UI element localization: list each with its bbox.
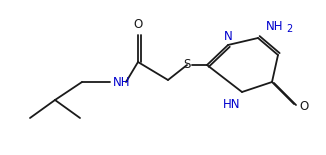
Text: O: O [133, 18, 143, 31]
Text: 2: 2 [286, 24, 292, 34]
Text: HN: HN [223, 98, 240, 111]
Text: O: O [299, 100, 308, 113]
Text: NH: NH [113, 75, 130, 89]
Text: NH: NH [266, 20, 284, 33]
Text: S: S [183, 58, 191, 71]
Text: N: N [224, 30, 232, 43]
